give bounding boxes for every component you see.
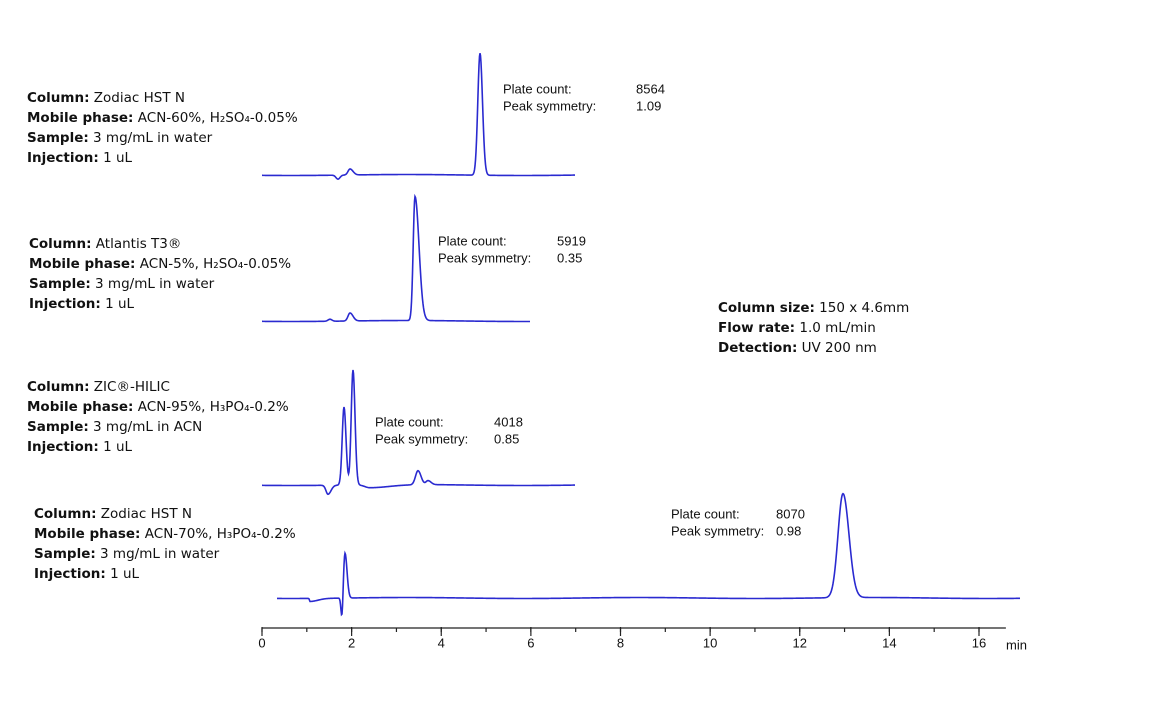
field-value: 1 uL	[110, 566, 139, 582]
chromatogram-trace	[262, 53, 576, 180]
x-tick-label: 10	[703, 635, 717, 650]
info-line: Mobile phase: ACN-5%, H₂SO₄-0.05%	[29, 256, 291, 272]
field-value: 150 x 4.6mm	[819, 300, 909, 316]
field-value: 1 uL	[105, 296, 134, 312]
info-line: Injection: 1 uL	[34, 566, 140, 582]
field-label: Mobile phase:	[29, 256, 135, 272]
x-tick-label: 8	[617, 635, 624, 650]
x-tick-label: 16	[972, 635, 986, 650]
field-label: Flow rate:	[718, 320, 795, 336]
field-value: ACN-5%, H₂SO₄-0.05%	[140, 256, 291, 272]
field-value: 3 mg/mL in ACN	[93, 419, 202, 435]
info-line: Sample: 3 mg/mL in water	[27, 130, 213, 146]
plate-count: 8564	[636, 81, 665, 96]
x-tick-label: 4	[438, 635, 445, 650]
field-label: Sample:	[29, 276, 91, 292]
field-label: Injection:	[27, 439, 99, 455]
plate-count: 5919	[557, 233, 586, 248]
field-value: Zodiac HST N	[94, 90, 185, 106]
plate-count-label: Plate count:	[438, 233, 507, 248]
symmetry: 0.85	[494, 431, 519, 446]
field-label: Injection:	[27, 150, 99, 166]
plate-count: 8070	[776, 506, 805, 521]
field-label: Column:	[27, 379, 90, 395]
field-value: ACN-70%, H₃PO₄-0.2%	[145, 526, 296, 542]
x-tick-label: 2	[348, 635, 355, 650]
symmetry-label: Peak symmetry:	[503, 98, 596, 113]
field-label: Detection:	[718, 340, 797, 356]
chromatogram-trace	[262, 369, 576, 496]
x-tick-label: 0	[258, 635, 265, 650]
field-value: ZIC®-HILIC	[94, 379, 170, 395]
plate-count-label: Plate count:	[671, 506, 740, 521]
field-value: 3 mg/mL in water	[93, 130, 213, 146]
field-value: 1.0 mL/min	[799, 320, 875, 336]
info-line: Column: Zodiac HST N	[27, 90, 185, 106]
field-label: Sample:	[34, 546, 96, 562]
x-tick-label: 12	[793, 635, 807, 650]
info-line: Mobile phase: ACN-95%, H₃PO₄-0.2%	[27, 399, 289, 415]
field-value: UV 200 nm	[802, 340, 877, 356]
field-label: Sample:	[27, 419, 89, 435]
info-line: Injection: 1 uL	[27, 150, 133, 166]
field-label: Column size:	[718, 300, 815, 316]
field-label: Sample:	[27, 130, 89, 146]
symmetry: 0.98	[776, 523, 801, 538]
field-label: Column:	[27, 90, 90, 106]
chromatogram-trace	[277, 492, 1021, 617]
field-value: 1 uL	[103, 439, 132, 455]
x-unit: min	[1006, 637, 1027, 652]
info-line: Column size: 150 x 4.6mm	[718, 300, 909, 316]
field-value: ACN-95%, H₃PO₄-0.2%	[138, 399, 289, 415]
info-line: Sample: 3 mg/mL in water	[34, 546, 220, 562]
symmetry-label: Peak symmetry:	[438, 250, 531, 265]
field-label: Mobile phase:	[27, 110, 133, 126]
info-line: Column: Atlantis T3®	[29, 236, 181, 252]
info-line: Column: Zodiac HST N	[34, 506, 192, 522]
field-value: Zodiac HST N	[101, 506, 192, 522]
field-label: Injection:	[34, 566, 106, 582]
plate-count-label: Plate count:	[375, 414, 444, 429]
field-label: Mobile phase:	[34, 526, 140, 542]
info-line: Mobile phase: ACN-70%, H₃PO₄-0.2%	[34, 526, 296, 542]
field-label: Column:	[34, 506, 97, 522]
x-tick-label: 6	[527, 635, 534, 650]
field-label: Mobile phase:	[27, 399, 133, 415]
info-line: Sample: 3 mg/mL in water	[29, 276, 215, 292]
info-line: Flow rate: 1.0 mL/min	[718, 320, 876, 336]
field-value: 3 mg/mL in water	[100, 546, 220, 562]
field-value: Atlantis T3®	[96, 236, 182, 252]
info-line: Mobile phase: ACN-60%, H₂SO₄-0.05%	[27, 110, 298, 126]
plate-count: 4018	[494, 414, 523, 429]
symmetry-label: Peak symmetry:	[375, 431, 468, 446]
x-tick-label: 14	[882, 635, 896, 650]
info-line: Sample: 3 mg/mL in ACN	[27, 419, 202, 435]
field-value: ACN-60%, H₂SO₄-0.05%	[138, 110, 298, 126]
field-label: Injection:	[29, 296, 101, 312]
chromatogram-trace	[262, 193, 530, 323]
info-line: Column: ZIC®-HILIC	[27, 379, 170, 395]
info-line: Injection: 1 uL	[29, 296, 135, 312]
symmetry-label: Peak symmetry:	[671, 523, 764, 538]
plate-count-label: Plate count:	[503, 81, 572, 96]
symmetry: 1.09	[636, 98, 661, 113]
field-value: 1 uL	[103, 150, 132, 166]
info-line: Injection: 1 uL	[27, 439, 133, 455]
symmetry: 0.35	[557, 250, 582, 265]
info-line: Detection: UV 200 nm	[718, 340, 877, 356]
field-value: 3 mg/mL in water	[95, 276, 215, 292]
field-label: Column:	[29, 236, 92, 252]
